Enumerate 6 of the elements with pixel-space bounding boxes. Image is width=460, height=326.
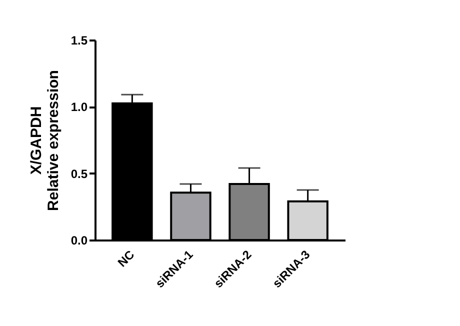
y-tick-label: 0.5 (70, 166, 88, 181)
y-tick-label: 0.0 (70, 234, 88, 248)
y-axis-title: X/GAPDH Relative expression (28, 70, 62, 211)
y-tick-label: 1.5 (70, 34, 88, 48)
y-tick-label: 1.0 (70, 100, 88, 114)
x-tick-label: NC (114, 247, 138, 270)
